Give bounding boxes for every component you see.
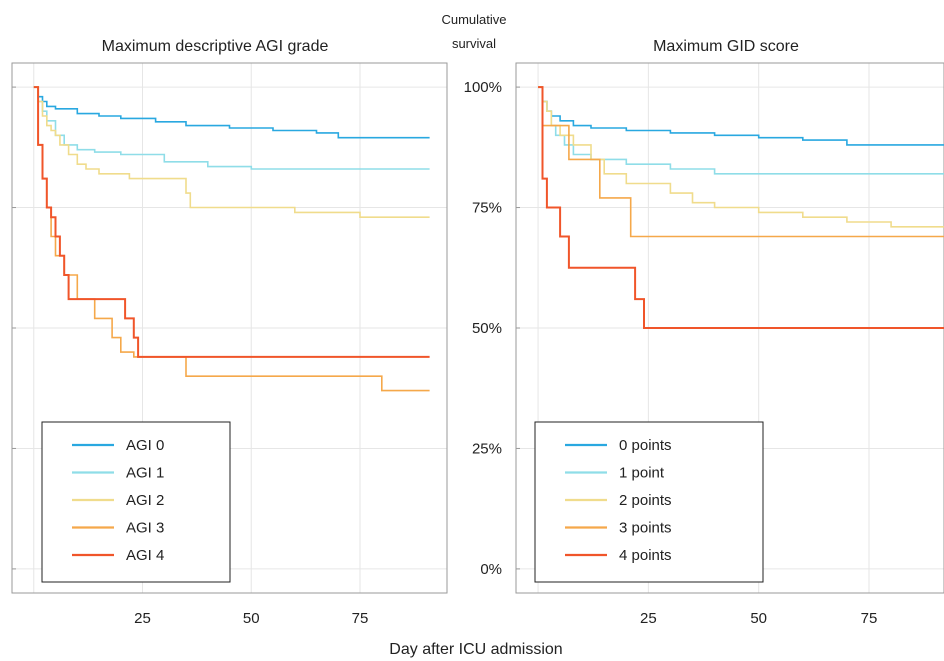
legend-label: AGI 4 [126, 547, 164, 564]
legend-label: 0 points [619, 437, 672, 454]
series-line-agi-2 [33, 86, 430, 218]
x-tick-label: 50 [243, 610, 260, 627]
legend: 0 points 1 point 2 points 3 points 4 points [534, 421, 764, 583]
legend-label: AGI 0 [126, 437, 164, 454]
legend-label: 1 point [619, 465, 665, 482]
panel-gid-score: Maximum GID score 0% 25% 50% 75% 100% 25 50 75 0 … [464, 38, 944, 627]
legend-label: 3 points [619, 520, 672, 537]
legend: AGI 0 AGI 1 AGI 2 AGI 3 AGI 4 [41, 421, 231, 583]
y-axis-label-line-2: survival [452, 36, 496, 51]
y-tick-label: 75% [472, 200, 502, 217]
legend-label: AGI 1 [126, 465, 164, 482]
series-line-agi-4 [33, 86, 430, 358]
series-line-gid-1 [538, 86, 944, 175]
y-tick-label: 0% [480, 561, 502, 578]
y-tick-label: 25% [472, 440, 502, 457]
panel-agi-grade: Maximum descriptive AGI grade 25 50 75 AGI 0… [11, 38, 448, 627]
legend-label: AGI 2 [126, 492, 164, 509]
y-axis-label-line-1: Cumulative [441, 12, 506, 27]
panel-title: Maximum descriptive AGI grade [102, 38, 329, 55]
series-line-agi-0 [33, 86, 430, 139]
series-line-gid-3 [538, 86, 944, 238]
y-tick-label: 50% [472, 320, 502, 337]
y-tick-label: 100% [464, 79, 502, 96]
series-line-agi-3 [33, 86, 430, 392]
legend-label: 4 points [619, 547, 672, 564]
x-tick-label: 75 [352, 610, 369, 627]
x-tick-label: 50 [750, 610, 767, 627]
legend-label: 2 points [619, 492, 672, 509]
legend-label: AGI 3 [126, 520, 164, 537]
series-line-gid-2 [538, 86, 944, 228]
x-tick-label: 25 [134, 610, 151, 627]
panel-title: Maximum GID score [653, 38, 799, 55]
x-tick-label: 75 [861, 610, 878, 627]
series-line-gid-0 [538, 86, 944, 146]
series-line-gid-4 [538, 86, 944, 329]
x-axis-label: Day after ICU admission [389, 641, 562, 658]
x-tick-label: 25 [640, 610, 657, 627]
